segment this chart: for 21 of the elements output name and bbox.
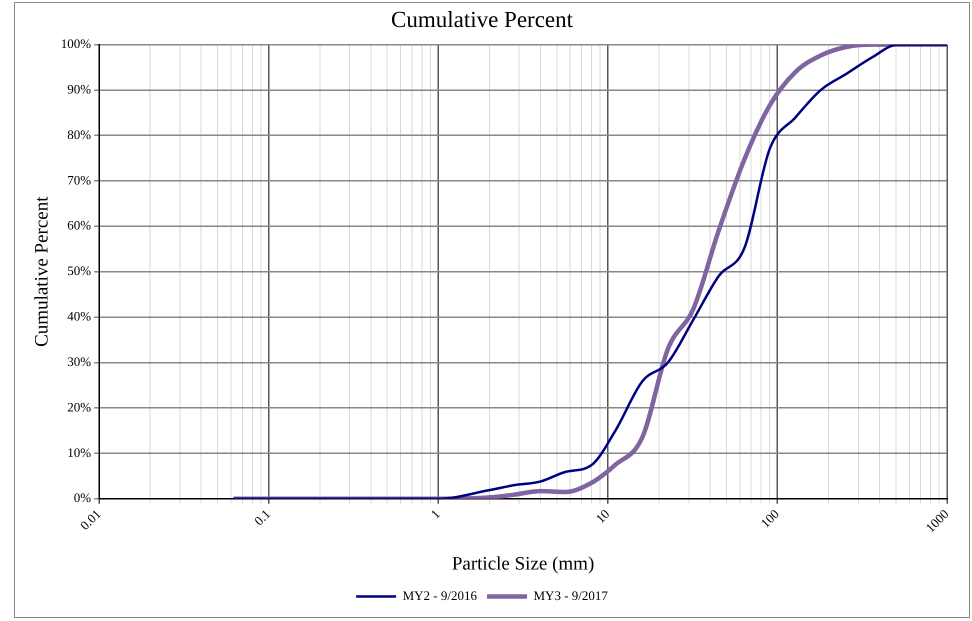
x-axis-title: Particle Size (mm) bbox=[452, 554, 594, 575]
y-axis-title: Cumulative Percent bbox=[31, 196, 52, 347]
y-tick-label: 80% bbox=[67, 126, 92, 142]
y-tick-label: 90% bbox=[67, 81, 92, 96]
y-tick-label: 0% bbox=[74, 490, 92, 506]
x-tick-label: 0.01 bbox=[76, 506, 104, 533]
x-tick-label: 1 bbox=[428, 506, 443, 522]
y-tick-label: 30% bbox=[67, 354, 92, 369]
x-tick-label: 10 bbox=[592, 506, 612, 526]
x-tick-label: 100 bbox=[758, 506, 782, 531]
y-tick-label: 50% bbox=[67, 263, 92, 278]
y-tick-label: 100% bbox=[60, 36, 92, 52]
y-tick-label: 70% bbox=[67, 172, 92, 188]
y-tick-label: 60% bbox=[67, 218, 92, 233]
y-tick-label: 40% bbox=[67, 308, 92, 324]
y-tick-label: 20% bbox=[67, 399, 92, 414]
chart-title: Cumulative Percent bbox=[390, 6, 574, 32]
legend-label: MY3 - 9/2017 bbox=[534, 588, 608, 603]
legend-label: MY2 - 9/2016 bbox=[402, 588, 478, 603]
y-tick-label: 10% bbox=[67, 444, 92, 460]
x-tick-label: 0.1 bbox=[251, 506, 274, 528]
